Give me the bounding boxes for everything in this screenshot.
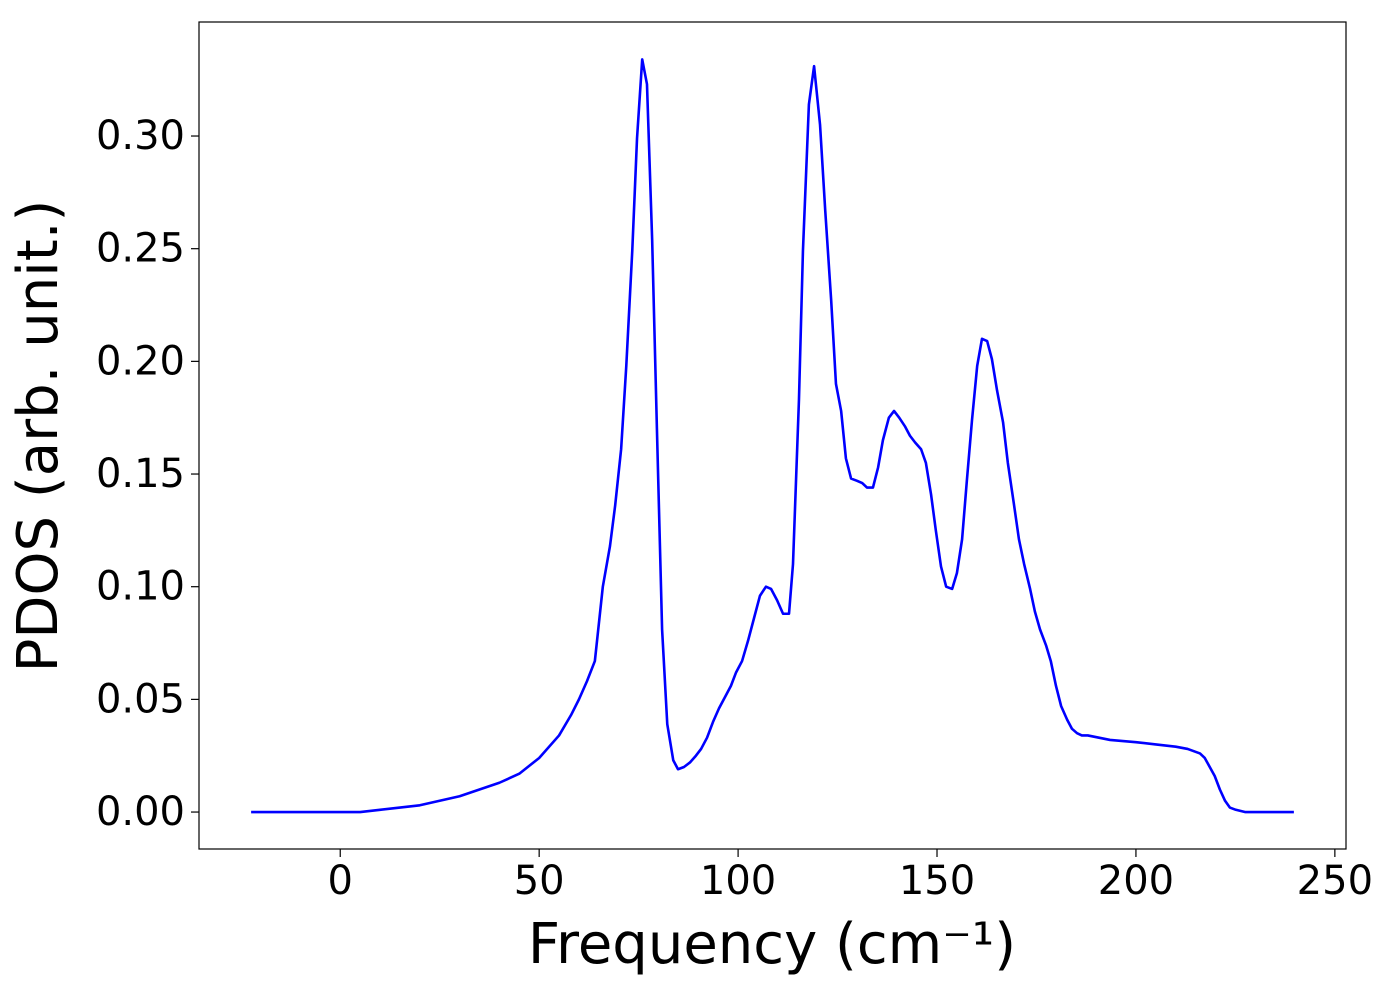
x-tick-label: 50 [514,858,565,904]
x-axis-label: Frequency (cm⁻¹) [528,912,1016,977]
y-tick-label: 0.15 [96,451,185,497]
plot-frame [198,21,1347,850]
x-tick-label: 150 [899,858,975,904]
y-tick-label: 0.10 [96,564,185,610]
pdos-line [251,58,1294,814]
x-tick-label: 200 [1098,858,1174,904]
y-tick-label: 0.30 [96,113,185,159]
x-tick-label: 0 [328,858,353,904]
y-tick-label: 0.25 [96,226,185,272]
y-axis-label: PDOS (arb. unit.) [6,200,71,673]
x-tick-label: 100 [700,858,776,904]
x-tick-label: 250 [1297,858,1373,904]
y-tick-label: 0.05 [96,676,185,722]
y-tick-label: 0.00 [96,789,185,835]
y-tick-label: 0.20 [96,338,185,384]
